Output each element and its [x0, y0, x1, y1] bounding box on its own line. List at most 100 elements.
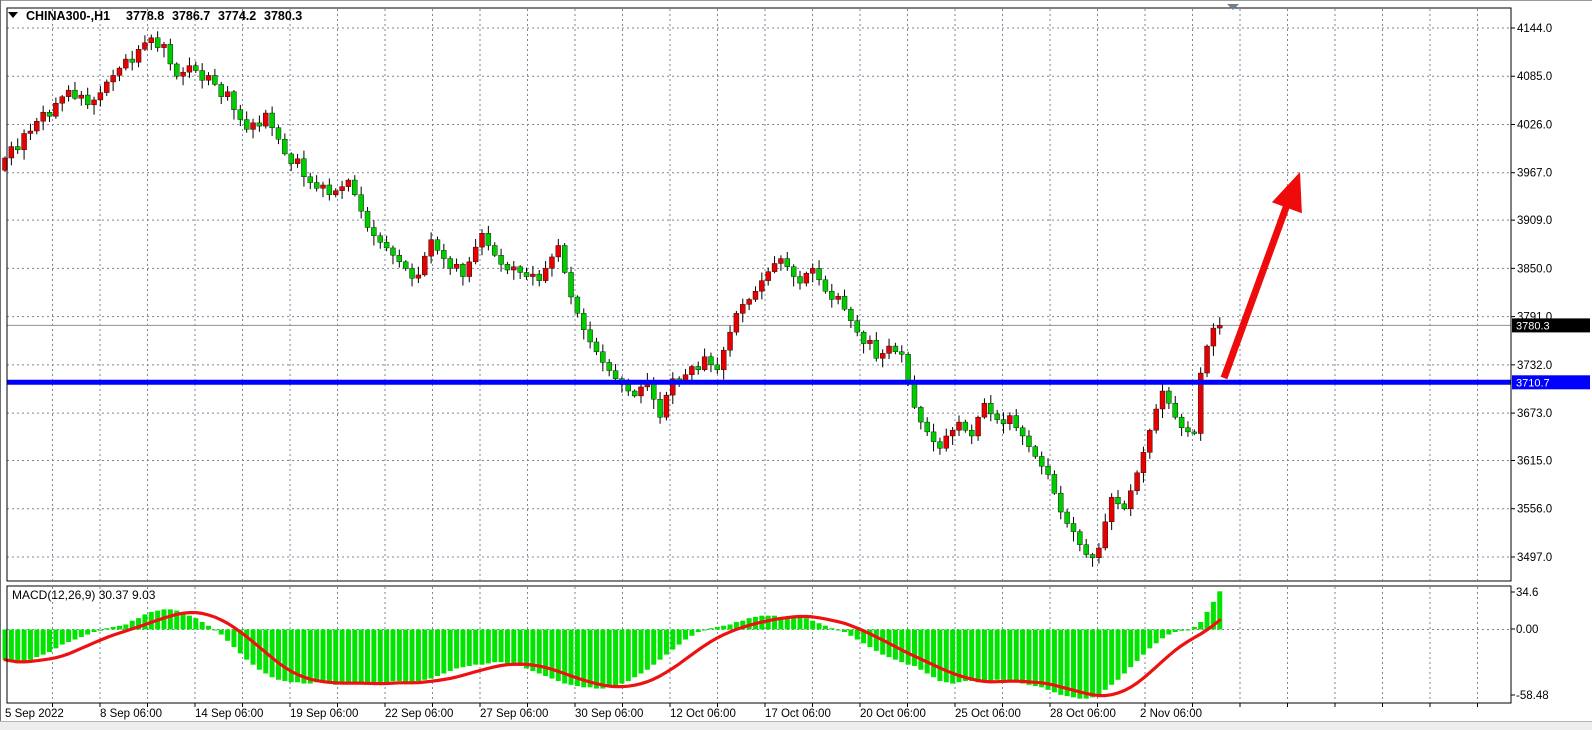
macd-histogram-bar — [225, 629, 231, 641]
time-axis-label: 17 Oct 06:00 — [765, 708, 831, 720]
candle-body — [587, 329, 593, 343]
macd-histogram-bar — [186, 615, 192, 630]
candle-body — [1058, 493, 1064, 513]
candle-body — [988, 403, 994, 415]
macd-histogram-bar — [1026, 629, 1032, 685]
price-axis-label: 3615.0 — [1517, 456, 1552, 468]
macd-histogram-bar — [193, 618, 199, 630]
candle-body — [301, 158, 307, 178]
candle-body — [1089, 554, 1096, 559]
candle-body — [689, 366, 695, 375]
macd-histogram-bar — [504, 629, 510, 664]
candle-body — [263, 112, 269, 127]
candle-body — [27, 130, 34, 134]
candle-body — [803, 273, 810, 284]
macd-histogram-bar — [803, 618, 809, 630]
candle-body — [1134, 472, 1140, 491]
macd-histogram-bar — [40, 629, 46, 655]
macd-histogram-bar — [549, 629, 555, 679]
time-axis-label: 5 Sep 2022 — [5, 708, 64, 720]
macd-histogram-bar — [301, 629, 307, 684]
macd-histogram-bar — [498, 629, 504, 663]
macd-histogram-bar — [174, 610, 180, 630]
candle-body — [186, 65, 193, 73]
macd-histogram-bar — [1090, 629, 1096, 698]
candle-body — [536, 273, 542, 281]
macd-histogram-bar — [2, 629, 8, 660]
ohlc-low-value: 3774.2 — [218, 9, 256, 23]
time-axis-label: 30 Sep 06:00 — [575, 708, 643, 720]
macd-histogram-bar — [911, 629, 917, 666]
candle-body — [1007, 415, 1013, 424]
candle-body — [1038, 456, 1045, 467]
candle-body — [511, 266, 517, 271]
candle-body — [1032, 446, 1039, 457]
macd-histogram-bar — [326, 629, 332, 684]
candle-body — [333, 190, 339, 195]
macd-histogram-bar — [524, 629, 530, 669]
candle-body — [746, 299, 752, 305]
macd-histogram-bar — [1147, 629, 1153, 649]
macd-histogram-bar — [384, 629, 390, 683]
candle-body — [116, 67, 123, 76]
candle-body — [1096, 547, 1102, 559]
candle-body — [600, 351, 606, 363]
chart-header: CHINA300-,H1 3778.8 3786.7 3774.2 3780.3 — [8, 9, 302, 23]
macd-histogram-bar — [740, 620, 746, 630]
candle-body — [212, 75, 218, 85]
candle-body — [460, 264, 466, 277]
bottom-scroll-strip[interactable] — [0, 721, 1592, 730]
macd-histogram-bar — [269, 629, 275, 678]
macd-histogram-bar — [562, 629, 568, 684]
chart-shift-marker-icon[interactable] — [1227, 4, 1239, 10]
candle-body — [1115, 497, 1121, 505]
macd-histogram-bar — [206, 625, 212, 630]
candle-body — [174, 63, 180, 77]
candle-body — [918, 407, 924, 423]
macd-histogram-bar — [237, 629, 243, 654]
macd-histogram-bar — [1198, 621, 1204, 630]
candle-body — [288, 153, 294, 164]
candle-body — [625, 384, 631, 392]
candle-body — [937, 441, 943, 449]
macd-histogram-bar — [613, 629, 619, 687]
candle-body — [339, 186, 345, 191]
candle-body — [822, 279, 829, 292]
price-axis-label: 3556.0 — [1517, 504, 1552, 516]
candle-body — [326, 184, 333, 195]
macd-histogram-bar — [638, 629, 644, 674]
macd-histogram-bar — [199, 621, 205, 630]
candle-body — [810, 268, 816, 274]
support-line-badge-value: 3710.7 — [1516, 377, 1550, 389]
candle-body — [905, 354, 911, 382]
trend-arrow-shaft — [1220, 200, 1292, 380]
support-line-badge-bg — [1512, 375, 1590, 390]
time-axis-label: 19 Sep 06:00 — [290, 708, 358, 720]
trend-arrow-annotation[interactable] — [1220, 172, 1302, 380]
macd-histogram-bar — [937, 629, 943, 682]
candle-body — [1197, 372, 1204, 434]
candle-body — [848, 309, 854, 321]
macd-histogram-bar — [390, 629, 396, 682]
time-axis-label: 27 Sep 06:00 — [480, 708, 548, 720]
candle-body — [294, 158, 301, 164]
macd-histogram-bar — [632, 629, 638, 678]
macd-histogram-bar — [574, 629, 580, 687]
macd-histogram-bar — [829, 628, 835, 630]
candle-body — [1185, 427, 1191, 433]
price-pane-border — [6, 7, 1512, 582]
trend-arrow-head — [1271, 172, 1302, 214]
macd-histogram-bar — [1217, 591, 1223, 630]
macd-histogram-bar — [835, 629, 841, 631]
symbol-dropdown-icon[interactable] — [8, 12, 18, 18]
macd-histogram-bar — [466, 629, 472, 666]
candle-body — [879, 353, 886, 359]
candle-body — [65, 89, 72, 97]
candle-body — [765, 271, 771, 281]
macd-histogram-bar — [59, 629, 65, 645]
candle-body — [1204, 345, 1210, 374]
macd-histogram-bar — [1128, 629, 1134, 668]
price-axis-label: 3732.0 — [1517, 360, 1552, 372]
candle-body — [854, 320, 860, 333]
